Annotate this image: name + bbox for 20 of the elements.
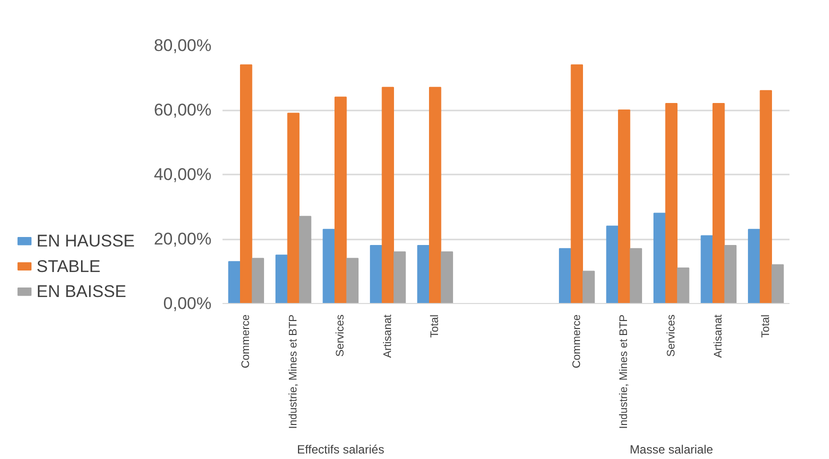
x-tick-label: Artisanat [382, 314, 394, 358]
legend-label: EN HAUSSE [36, 232, 135, 251]
x-tick-label: Industrie, Mines et BTP [618, 314, 630, 429]
legend-label: EN BAISSE [36, 282, 126, 302]
y-tick-label: 0,00% [163, 294, 212, 313]
y-tick-label: 20,00% [154, 230, 212, 248]
y-tick-label: 40,00% [154, 165, 212, 184]
text: Masse salariale [630, 442, 714, 456]
text: Effectifs salariés [297, 442, 384, 456]
legend-label: STABLE [36, 256, 100, 276]
x-tick-label: Commerce [240, 314, 252, 368]
x-tick-label: Commerce [570, 314, 583, 368]
x-tick-label: Services [665, 314, 678, 357]
y-tick-label: 80,00% [154, 36, 212, 55]
x-tick-label: Services [334, 314, 347, 357]
x-tick-label: Total [429, 314, 442, 338]
x-tick-label: Artisanat [712, 314, 725, 358]
y-tick-label: 60,00% [154, 100, 212, 120]
x-tick-label: Total [760, 314, 772, 338]
x-tick-label: Industrie, Mines et BTP [287, 314, 300, 429]
